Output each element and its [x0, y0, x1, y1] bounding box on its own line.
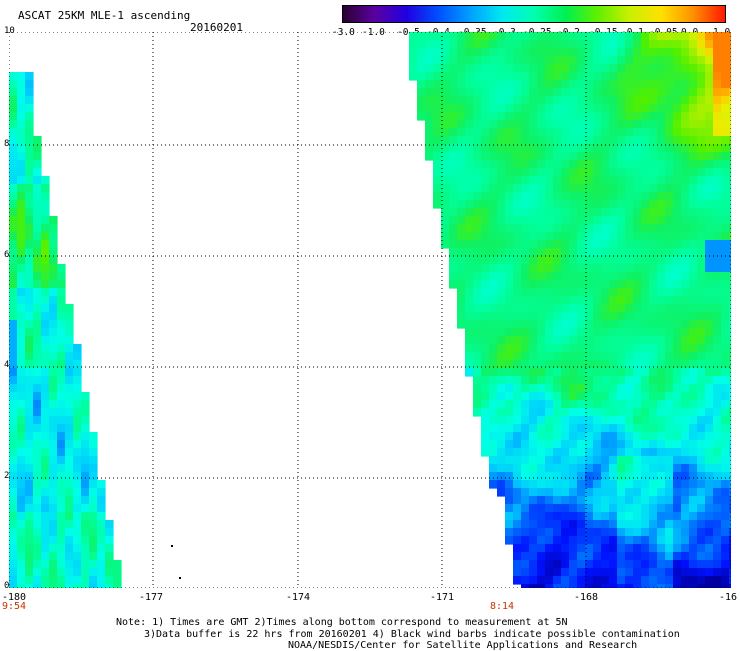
y-tick: 4	[4, 360, 10, 370]
colorbar-label: -3.0	[332, 27, 355, 38]
map-title: ASCAT 25KM MLE-1 ascending	[18, 9, 191, 22]
wind-map	[9, 32, 731, 588]
y-tick: 10	[4, 26, 15, 36]
colorbar	[342, 5, 726, 23]
x-tick: -177	[139, 592, 164, 603]
y-tick: 6	[4, 250, 10, 260]
x-tick: -16	[719, 592, 738, 603]
y-tick: 0	[4, 581, 10, 591]
note-line: Note: 1) Times are GMT 2)Times along bot…	[116, 617, 568, 628]
x-tick: -168	[574, 592, 599, 603]
x-tick: -171	[430, 592, 455, 603]
y-tick: 2	[4, 471, 10, 481]
time-label: 9:54	[2, 601, 27, 612]
map-date: 20160201	[190, 21, 243, 34]
time-label: 8:14	[490, 601, 515, 612]
x-tick: -174	[286, 592, 311, 603]
note-line: 3)Data buffer is 22 hrs from 20160201 4)…	[144, 629, 680, 640]
y-tick: 8	[4, 139, 10, 149]
x-tick: -180	[2, 592, 27, 603]
note-line: NOAA/NESDIS/Center for Satellite Applica…	[288, 640, 638, 651]
colorbar-label: -0.5	[397, 27, 420, 38]
